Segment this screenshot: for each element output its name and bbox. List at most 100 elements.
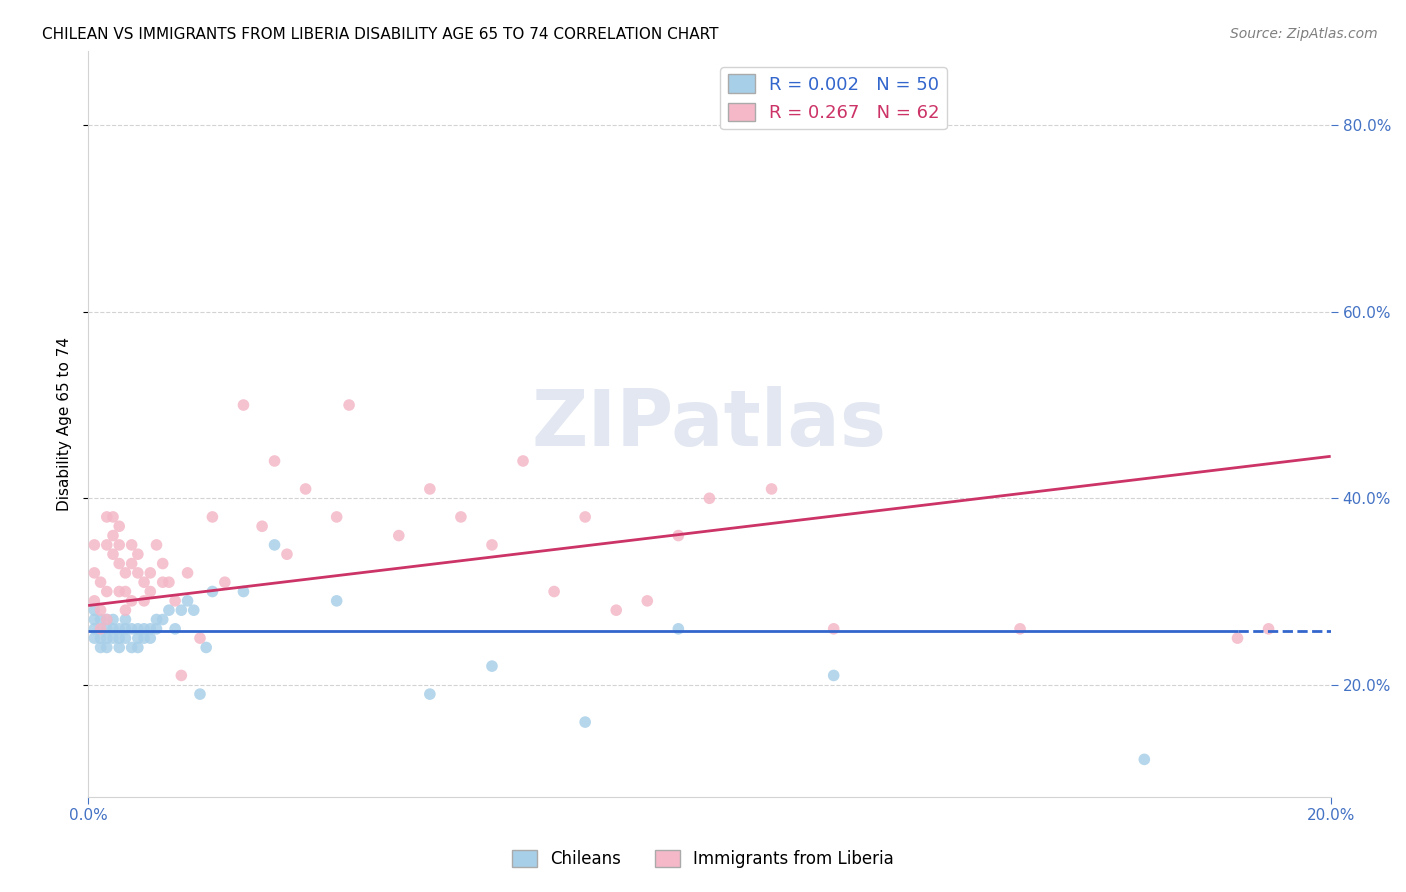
Point	[90, 622, 112, 636]
Point	[232, 584, 254, 599]
Point	[666, 528, 689, 542]
Point	[165, 622, 187, 636]
Text: Source: ZipAtlas.com: Source: ZipAtlas.com	[1230, 27, 1378, 41]
Point	[101, 613, 124, 627]
Point	[176, 566, 198, 580]
Point	[139, 631, 162, 645]
Point	[152, 575, 174, 590]
Point	[337, 398, 360, 412]
Point	[121, 557, 143, 571]
Point	[127, 566, 149, 580]
Point	[90, 622, 112, 636]
Point	[201, 510, 224, 524]
Point	[152, 557, 174, 571]
Point	[132, 622, 155, 636]
Point	[127, 622, 149, 636]
Point	[325, 594, 347, 608]
Point	[139, 566, 162, 580]
Point	[90, 603, 112, 617]
Legend: R = 0.002   N = 50, R = 0.267   N = 62: R = 0.002 N = 50, R = 0.267 N = 62	[720, 67, 946, 129]
Point	[188, 687, 211, 701]
Point	[132, 631, 155, 645]
Point	[96, 640, 118, 655]
Point	[121, 594, 143, 608]
Point	[121, 640, 143, 655]
Point	[419, 687, 441, 701]
Point	[121, 622, 143, 636]
Point	[1010, 622, 1032, 636]
Point	[1133, 752, 1156, 766]
Point	[325, 510, 347, 524]
Point	[388, 528, 411, 542]
Point	[114, 566, 136, 580]
Point	[152, 613, 174, 627]
Point	[481, 659, 503, 673]
Point	[127, 640, 149, 655]
Point	[96, 613, 118, 627]
Point	[101, 631, 124, 645]
Point	[127, 631, 149, 645]
Point	[108, 538, 131, 552]
Point	[170, 668, 193, 682]
Point	[83, 594, 105, 608]
Point	[823, 622, 845, 636]
Point	[1257, 622, 1279, 636]
Point	[145, 622, 167, 636]
Point	[101, 622, 124, 636]
Point	[90, 640, 112, 655]
Point	[114, 613, 136, 627]
Point	[114, 622, 136, 636]
Point	[263, 538, 285, 552]
Text: ZIPatlas: ZIPatlas	[531, 385, 887, 462]
Point	[250, 519, 273, 533]
Point	[108, 631, 131, 645]
Point	[512, 454, 534, 468]
Point	[605, 603, 627, 617]
Point	[83, 566, 105, 580]
Point	[127, 547, 149, 561]
Point	[574, 715, 596, 730]
Point	[139, 622, 162, 636]
Point	[132, 594, 155, 608]
Point	[761, 482, 783, 496]
Point	[108, 622, 131, 636]
Point	[176, 594, 198, 608]
Point	[90, 613, 112, 627]
Point	[96, 584, 118, 599]
Point	[232, 398, 254, 412]
Point	[121, 538, 143, 552]
Point	[636, 594, 658, 608]
Point	[101, 528, 124, 542]
Point	[145, 613, 167, 627]
Point	[294, 482, 316, 496]
Point	[108, 640, 131, 655]
Point	[139, 584, 162, 599]
Point	[276, 547, 298, 561]
Point	[114, 603, 136, 617]
Point	[90, 575, 112, 590]
Point	[83, 613, 105, 627]
Point	[165, 594, 187, 608]
Legend: Chileans, Immigrants from Liberia: Chileans, Immigrants from Liberia	[506, 843, 900, 875]
Point	[145, 538, 167, 552]
Point	[170, 603, 193, 617]
Point	[83, 631, 105, 645]
Point	[195, 640, 218, 655]
Point	[1226, 631, 1249, 645]
Point	[114, 584, 136, 599]
Point	[183, 603, 205, 617]
Point	[450, 510, 472, 524]
Point	[201, 584, 224, 599]
Point	[108, 519, 131, 533]
Point	[157, 603, 180, 617]
Point	[96, 613, 118, 627]
Point	[83, 622, 105, 636]
Point	[263, 454, 285, 468]
Point	[481, 538, 503, 552]
Point	[574, 510, 596, 524]
Point	[666, 622, 689, 636]
Point	[108, 584, 131, 599]
Point	[823, 668, 845, 682]
Point	[157, 575, 180, 590]
Point	[83, 603, 105, 617]
